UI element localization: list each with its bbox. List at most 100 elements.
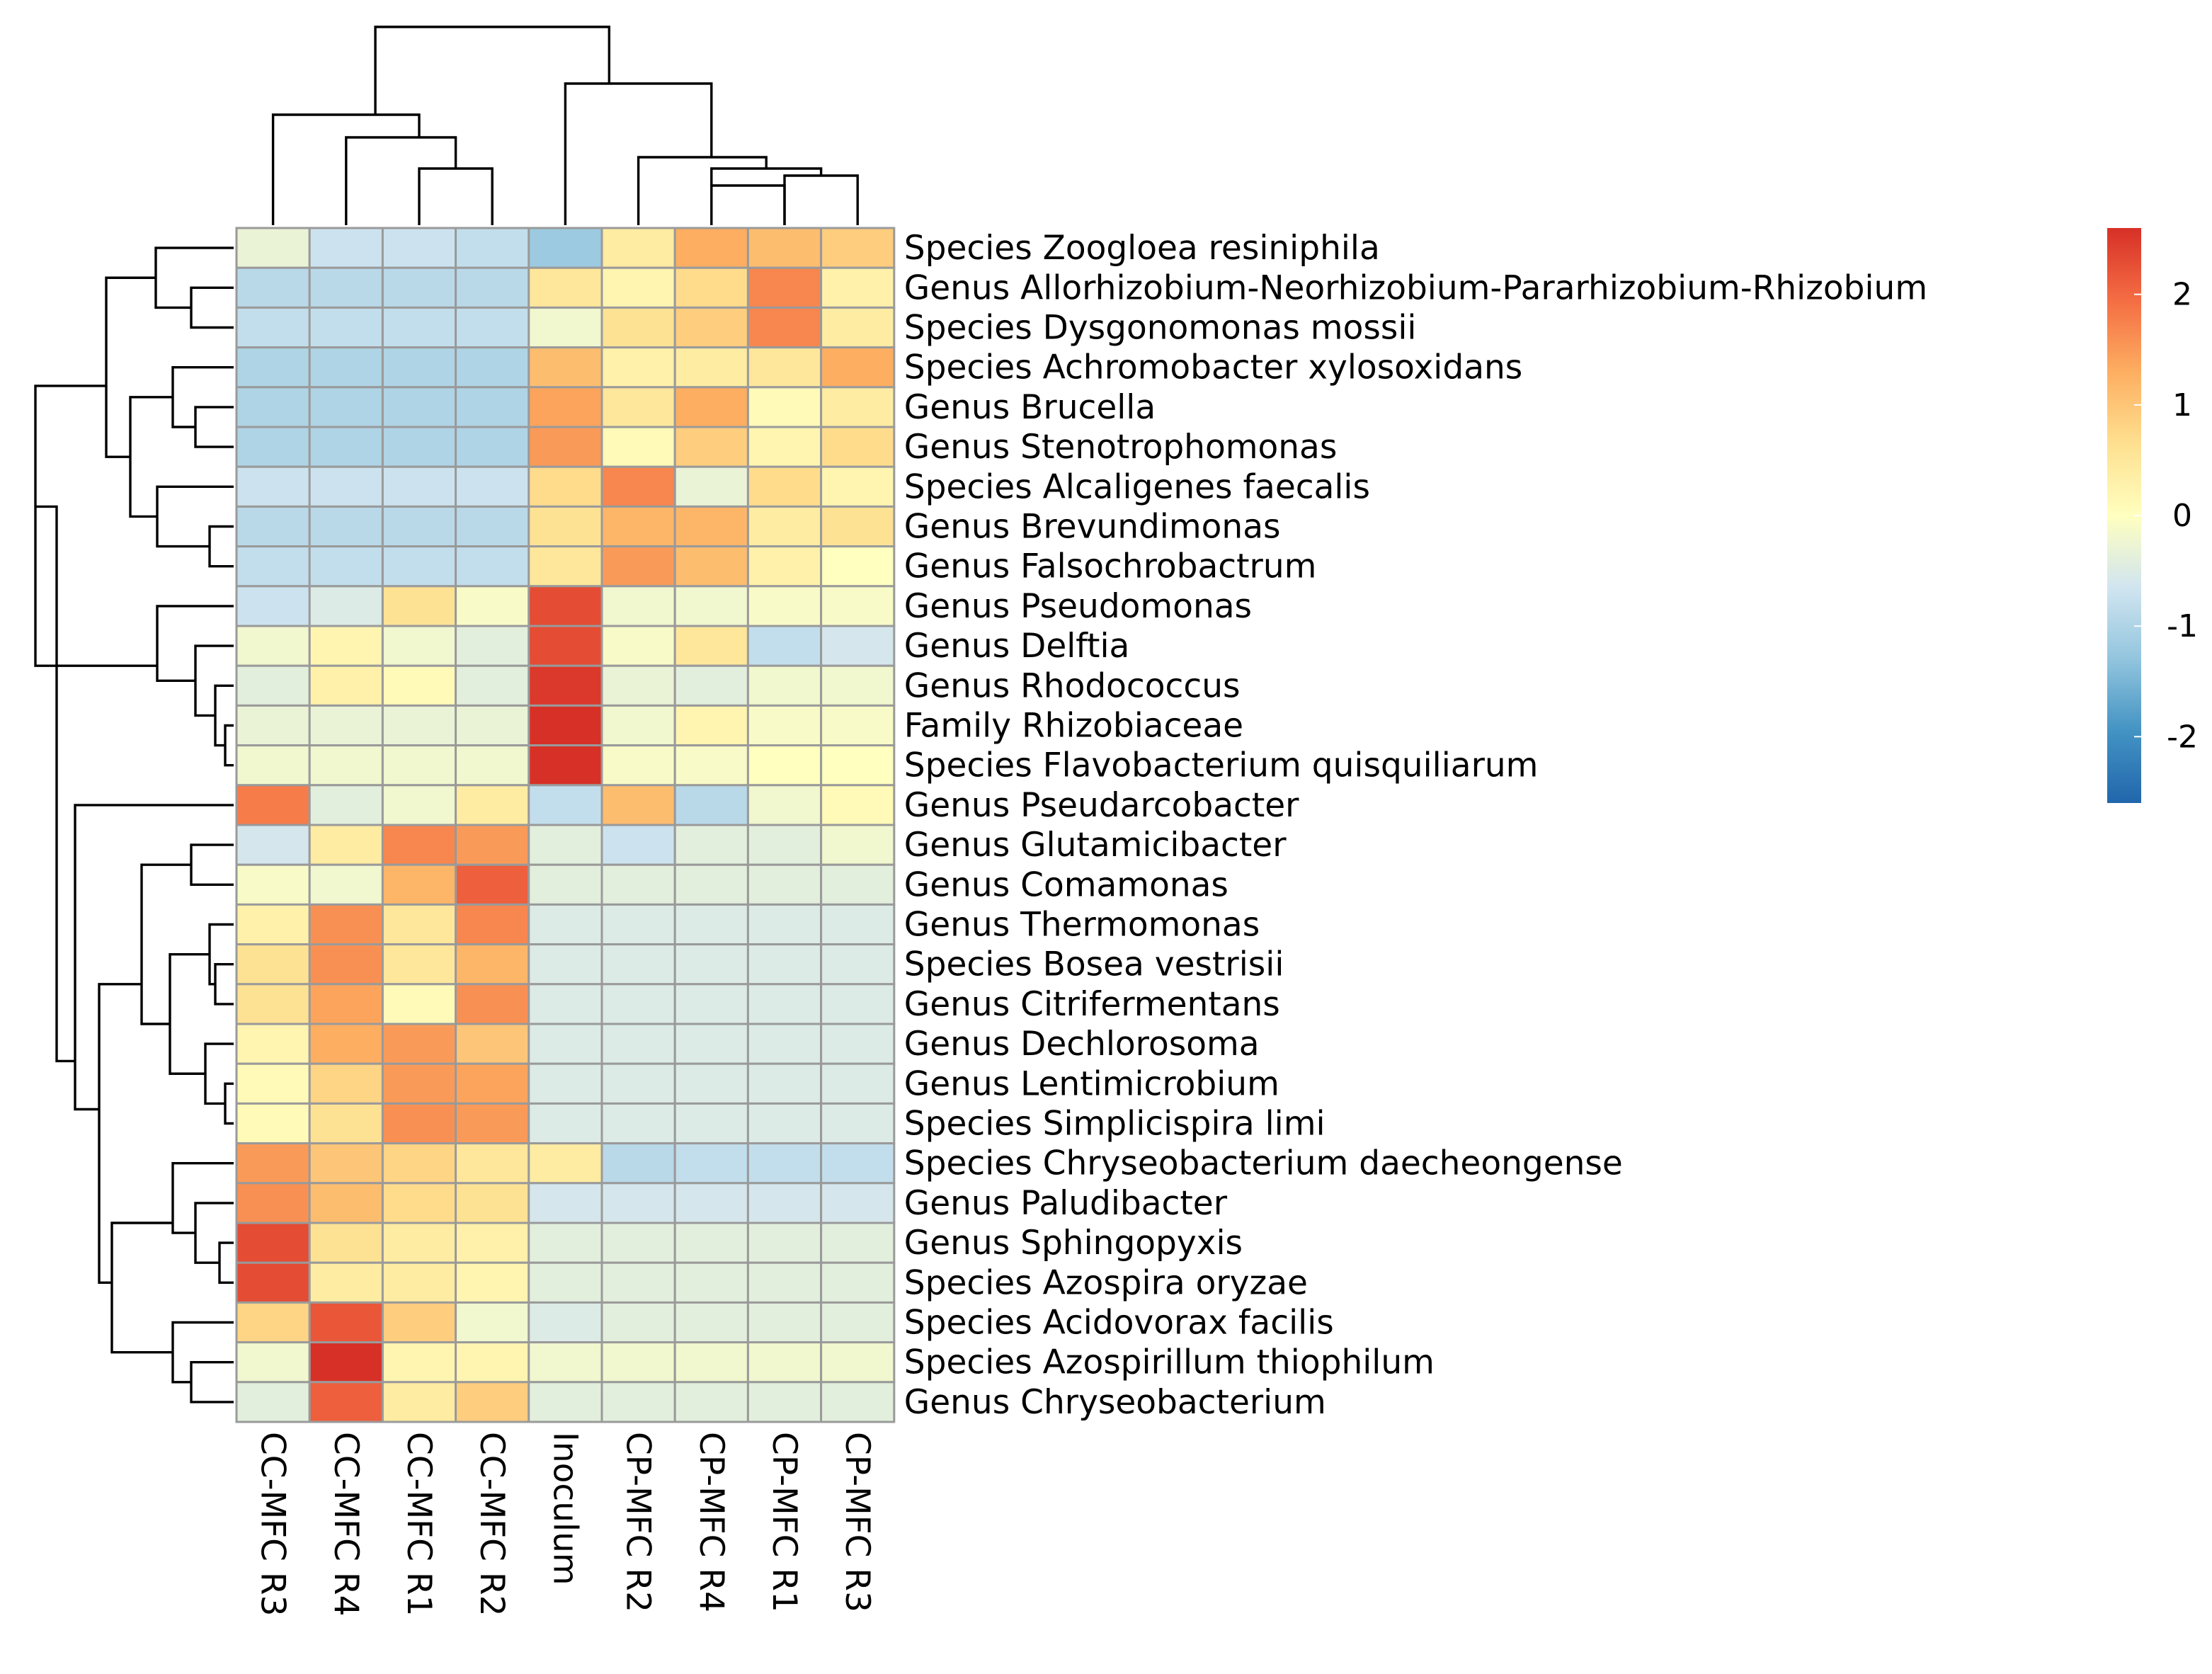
heatmap-cell <box>308 664 384 707</box>
heatmap-cell <box>673 585 749 627</box>
heatmap-cell <box>308 704 384 747</box>
heatmap-cell <box>820 625 896 667</box>
column-label: CC-MFC R3 <box>253 1432 292 1617</box>
heatmap-cell <box>746 505 823 548</box>
heatmap-cell <box>528 266 603 309</box>
heatmap-cell <box>600 784 676 826</box>
heatmap-cell <box>381 306 457 349</box>
heatmap-cell <box>308 1301 384 1344</box>
legend-tick-label: -2 <box>2167 719 2198 755</box>
heatmap-cell <box>673 903 749 946</box>
heatmap-cell <box>673 824 749 866</box>
heatmap-cell <box>308 744 384 787</box>
heatmap-cell <box>746 585 823 627</box>
dendrogram-branch <box>110 1222 173 1354</box>
row-label: Species Chryseobacterium daecheongense <box>904 1144 1623 1183</box>
heatmap-cell <box>528 903 603 946</box>
heatmap-cell <box>673 545 749 588</box>
heatmap-cell <box>528 1182 603 1224</box>
heatmap-cell <box>746 227 823 269</box>
heatmap-cell <box>455 1301 530 1344</box>
heatmap-cell <box>746 625 823 667</box>
heatmap-cell <box>455 266 530 309</box>
heatmap-cell <box>528 704 603 747</box>
heatmap-cell <box>746 545 823 588</box>
heatmap-cell <box>673 1062 749 1105</box>
heatmap-cell <box>746 1381 823 1423</box>
dendrogram-branch <box>194 1202 234 1264</box>
heatmap-cell <box>746 983 823 1025</box>
heatmap-cell <box>455 386 530 428</box>
heatmap-cell <box>600 824 676 866</box>
heatmap-cell <box>455 1062 530 1105</box>
heatmap-cell <box>235 505 311 548</box>
row-label: Genus Brevundimonas <box>904 508 1281 547</box>
heatmap-cell <box>381 1301 457 1344</box>
heatmap-cell <box>820 1261 896 1304</box>
heatmap-cell <box>381 1261 457 1304</box>
heatmap-cell <box>820 983 896 1025</box>
row-label: Genus Chryseobacterium <box>904 1383 1326 1422</box>
legend-tick-label: 0 <box>2172 498 2192 534</box>
heatmap-cell <box>673 227 749 269</box>
heatmap-cell <box>235 784 311 826</box>
heatmap-cell <box>308 625 384 667</box>
heatmap-cell <box>381 266 457 309</box>
row-label: Genus Allorhizobium-Neorhizobium-Pararhi… <box>904 268 1927 307</box>
heatmap-cell <box>673 863 749 906</box>
heatmap-cell <box>746 266 823 309</box>
heatmap-cell <box>528 625 603 667</box>
heatmap-cell <box>381 585 457 627</box>
heatmap-cell <box>381 545 457 588</box>
row-label: Species Achromobacter xylosoxidans <box>904 348 1522 387</box>
row-label: Species Azospira oryzae <box>904 1263 1308 1302</box>
heatmap-cell <box>308 1062 384 1105</box>
heatmap-cell <box>820 346 896 389</box>
heatmap-cell <box>381 465 457 508</box>
heatmap-cell <box>308 306 384 349</box>
heatmap-cell <box>235 1142 311 1185</box>
heatmap-cell <box>235 903 311 946</box>
heatmap-cell <box>746 465 823 508</box>
heatmap-cell <box>673 784 749 826</box>
heatmap-cell <box>455 983 530 1025</box>
heatmap-cell <box>673 1102 749 1145</box>
heatmap-cell <box>746 943 823 986</box>
row-label: Species Alcaligenes faecalis <box>904 467 1370 506</box>
heatmap-cell <box>820 1142 896 1185</box>
heatmap-cell <box>673 983 749 1025</box>
heatmap-cell <box>381 1102 457 1145</box>
heatmap-cell <box>455 1341 530 1384</box>
dendrogram-branch <box>224 1082 234 1125</box>
row-label: Family Rhizobiaceae <box>904 707 1243 746</box>
heatmap-cell <box>820 1102 896 1145</box>
dendrogram-branch <box>710 184 786 225</box>
heatmap-cell <box>528 1102 603 1145</box>
heatmap-cell <box>308 943 384 986</box>
legend-ticks: 2 1 0 -1 -2 <box>2134 277 2198 755</box>
row-label: Species Azospirillum thiophilum <box>904 1343 1435 1382</box>
dendrogram-branch <box>204 1042 234 1105</box>
heatmap-cell <box>528 1301 603 1344</box>
dendrogram-branch <box>208 525 234 568</box>
row-label: Genus Sphingopyxis <box>904 1224 1243 1263</box>
heatmap-cell <box>673 346 749 389</box>
heatmap-cell <box>308 983 384 1025</box>
heatmap-cell <box>308 903 384 946</box>
heatmap-cell <box>746 1341 823 1384</box>
heatmap-cell <box>820 824 896 866</box>
heatmap-cell <box>820 863 896 906</box>
heatmap-cell <box>528 1261 603 1304</box>
row-label: Genus Stenotrophomonas <box>904 428 1338 467</box>
heatmap-cell <box>235 1182 311 1224</box>
heatmap-cell <box>308 505 384 548</box>
heatmap-cell <box>600 306 676 349</box>
heatmap-cell <box>455 545 530 588</box>
heatmap-cell <box>820 306 896 349</box>
dendrogram-branch <box>564 82 713 225</box>
row-label: Genus Lentimicrobium <box>904 1064 1279 1103</box>
heatmap-cell <box>746 426 823 468</box>
column-dendrogram <box>271 25 859 225</box>
heatmap-cell <box>600 983 676 1025</box>
